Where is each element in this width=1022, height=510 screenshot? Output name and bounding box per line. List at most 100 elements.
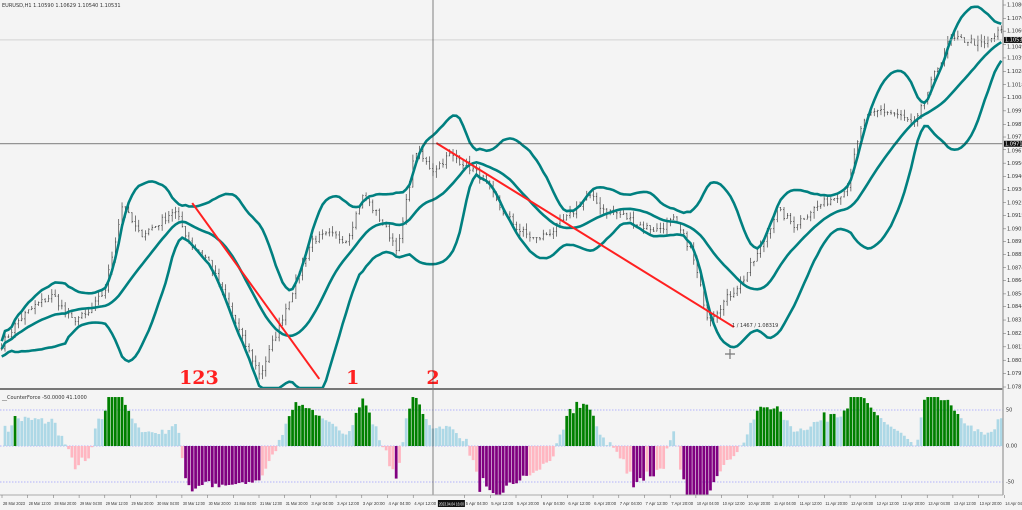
current-price-tag-text: 1.10531: [1005, 38, 1022, 44]
histogram-bar: [167, 429, 171, 446]
histogram-bar: [351, 425, 355, 446]
price-tick-label: 1.09155: [1007, 213, 1022, 219]
histogram-bar: [886, 424, 890, 446]
price-bar: [736, 285, 739, 296]
price-bar: [141, 229, 144, 238]
histogram-bar: [755, 410, 759, 446]
price-bar: [659, 222, 662, 234]
histogram-bar: [909, 441, 913, 446]
histogram-bar: [217, 446, 221, 488]
histogram-bar: [812, 421, 816, 446]
histogram-bar: [264, 446, 268, 469]
histogram-bar: [648, 446, 652, 477]
pane-separator[interactable]: [0, 388, 1003, 390]
crosshair-time-text: 2023.04.04 16:00: [439, 501, 464, 506]
price-tick-label: 1.08020: [1007, 358, 1022, 364]
histogram-bar: [745, 434, 749, 446]
price-bar: [10, 328, 13, 339]
time-tick-label: 31 Mar 12:00: [260, 501, 283, 506]
price-bar: [993, 33, 996, 42]
price-bar: [438, 161, 441, 170]
price-bar: [234, 314, 237, 325]
price-bar: [826, 196, 829, 207]
indicator-pane[interactable]: [0, 397, 1003, 495]
histogram-bar: [705, 446, 709, 495]
histogram-bar: [491, 446, 495, 494]
histogram-bar: [381, 446, 385, 448]
histogram-bar: [444, 425, 448, 446]
histogram-bar: [120, 397, 124, 446]
price-bar: [906, 117, 909, 122]
histogram-bar: [287, 416, 291, 446]
symbol-header: EURUSD,H1 1.10590 1.10629 1.10540 1.1053…: [2, 3, 121, 9]
histogram-bar: [471, 446, 475, 461]
price-tick-label: 1.08850: [1007, 252, 1022, 258]
histogram-bar: [889, 426, 893, 446]
time-tick-label: 11 Apr 12:00: [800, 501, 823, 506]
histogram-bar: [622, 446, 625, 460]
price-bar: [823, 194, 826, 207]
price-bar: [602, 204, 605, 214]
histogram-bar: [515, 446, 518, 484]
histogram-bar: [194, 446, 197, 489]
trendline[interactable]: [435, 142, 735, 328]
histogram-bar: [538, 446, 542, 470]
price-bar: [388, 222, 391, 242]
histogram-bar: [164, 433, 167, 446]
price-bar: [37, 301, 40, 306]
histogram-bar: [454, 433, 458, 446]
bollinger-lower-band: [1, 60, 1003, 390]
bollinger-upper-band: [0, 5, 1002, 342]
histogram-bar: [709, 446, 712, 491]
price-bar: [445, 152, 448, 169]
histogram-bar: [50, 418, 54, 446]
histogram-bar: [892, 428, 896, 446]
histogram-bar: [160, 429, 164, 446]
price-bar: [649, 225, 652, 234]
histogram-bar: [398, 446, 401, 463]
price-bar: [251, 349, 254, 367]
current-price-tag: [1004, 36, 1022, 43]
histogram-bar: [230, 446, 234, 485]
histogram-bar: [364, 405, 368, 446]
histogram-bar: [521, 446, 525, 476]
histogram-bar: [689, 446, 692, 495]
price-pane[interactable]: 123 1 21 / 1467 / 1.08319: [0, 5, 1003, 390]
price-bar: [181, 211, 184, 228]
histogram-bar: [207, 446, 211, 482]
histogram-bar: [107, 397, 111, 446]
histogram-bar: [575, 401, 579, 446]
histogram-bar: [150, 432, 154, 446]
price-bar: [288, 301, 291, 311]
price-bar: [304, 256, 307, 267]
histogram-bar: [699, 446, 702, 495]
histogram-bar: [572, 413, 575, 446]
time-tick-label: 10 Apr 04:00: [697, 501, 720, 506]
histogram-bar: [903, 435, 906, 446]
histogram-bar: [545, 446, 549, 463]
price-bar: [816, 200, 819, 212]
price-bar: [54, 289, 57, 297]
price-bar: [40, 293, 43, 308]
price-bar: [953, 32, 956, 41]
price-bar: [672, 213, 675, 220]
price-tick-label: 1.09050: [1007, 226, 1022, 232]
histogram-bar: [618, 446, 622, 459]
histogram-bar: [37, 419, 40, 446]
histogram-bar: [284, 423, 288, 446]
trendline[interactable]: [191, 202, 321, 380]
price-bar: [174, 206, 177, 219]
histogram-bar: [281, 434, 284, 446]
price-tick-label: 1.10390: [1007, 56, 1022, 62]
histogram-bar: [354, 412, 358, 446]
price-bar: [518, 223, 521, 238]
histogram-bar: [775, 406, 779, 446]
price-bar: [625, 212, 628, 220]
histogram-bar: [638, 446, 642, 479]
histogram-bar: [949, 405, 953, 446]
histogram-bar: [759, 406, 762, 446]
histogram-bar: [53, 422, 57, 446]
price-bar: [652, 226, 655, 232]
price-bar: [271, 335, 274, 352]
